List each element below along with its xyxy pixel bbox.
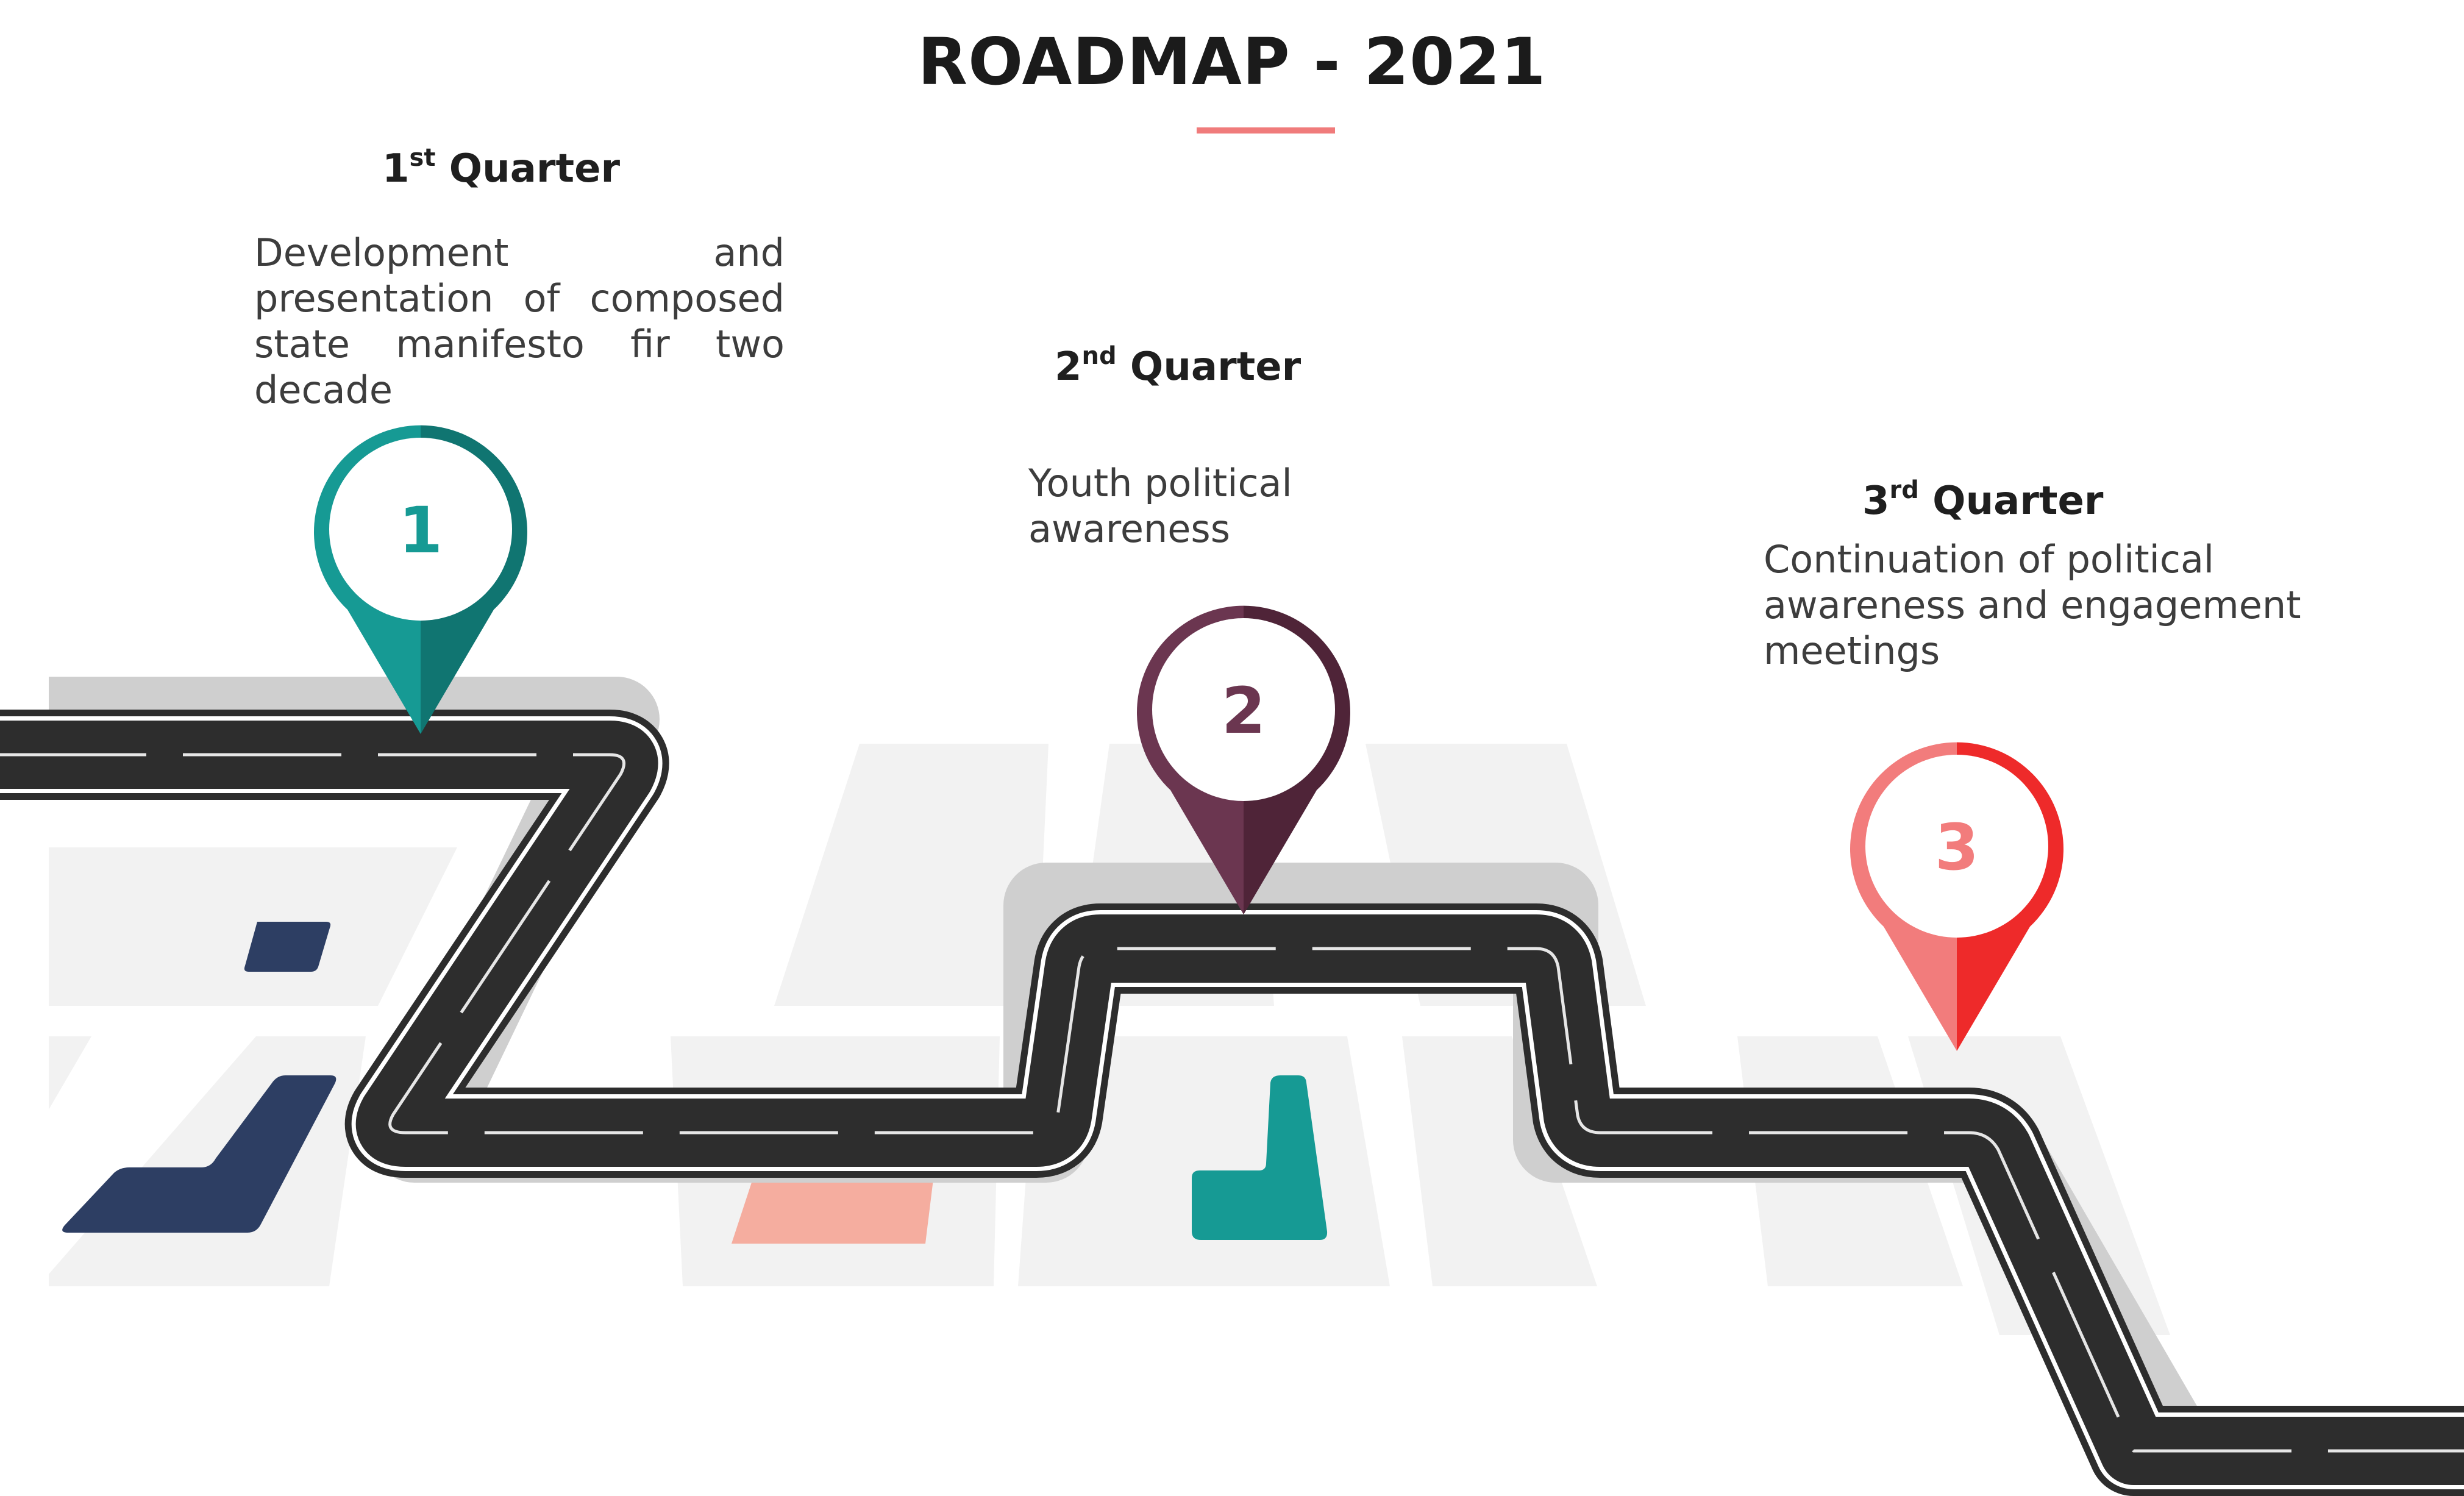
pin-3-number: 3	[1935, 810, 1979, 885]
milestone-3-description: Continuation of political awareness and …	[1764, 536, 2312, 674]
pin-2-face	[1152, 618, 1335, 801]
milestone-2-ordinal: 2	[1055, 344, 1082, 390]
milestone-1-word: Quarter	[449, 146, 621, 191]
milestone-3-suffix: rd	[1889, 476, 1919, 504]
pin-1-face	[329, 438, 512, 621]
navy-tile-large	[62, 1075, 336, 1233]
map-tile	[49, 847, 457, 1006]
milestone-3-description-line: Continuation of political	[1764, 537, 2215, 582]
map-tile	[1402, 1036, 1597, 1286]
page-title: ROADMAP - 2021	[917, 24, 1547, 99]
milestone-3-word: Quarter	[1932, 479, 2104, 524]
milestone-1-description: Development and presentation of composed…	[254, 230, 785, 412]
milestone-2-description-line: Youth political	[1028, 461, 1292, 505]
milestone-1-heading: 1st Quarter	[382, 144, 621, 191]
pin-1: 1	[314, 425, 527, 734]
pin-3-face	[1865, 755, 2048, 938]
milestone-3-description-line: awareness and engagement	[1764, 583, 2301, 627]
map-tile	[49, 1036, 91, 1110]
milestone-3-heading: 3rd Quarter	[1862, 476, 2104, 524]
pin-2: 2	[1137, 605, 1350, 914]
milestone-1-ordinal: 1	[382, 146, 410, 191]
map-tile	[49, 1036, 366, 1286]
navy-tile-small	[244, 922, 331, 972]
milestone-1-suffix: st	[409, 144, 436, 172]
milestone-2-word: Quarter	[1130, 344, 1301, 390]
milestone-2-suffix: nd	[1081, 342, 1117, 370]
milestone-3-ordinal: 3	[1862, 479, 1890, 524]
map-tile	[774, 744, 1049, 1006]
pin-1-number: 1	[399, 493, 443, 568]
milestone-2-description: Youth political awareness	[1028, 460, 1394, 552]
milestone-2-heading: 2nd Quarter	[1055, 342, 1301, 390]
title-underline	[1197, 127, 1335, 134]
pin-3: 3	[1850, 742, 2063, 1051]
road-center-line	[0, 753, 2464, 1453]
milestone-2-description-line: awareness	[1028, 507, 1231, 551]
teal-tile	[1192, 1075, 1328, 1240]
pin-2-number: 2	[1222, 674, 1266, 748]
milestone-3-description-line: meetings	[1764, 629, 1940, 673]
